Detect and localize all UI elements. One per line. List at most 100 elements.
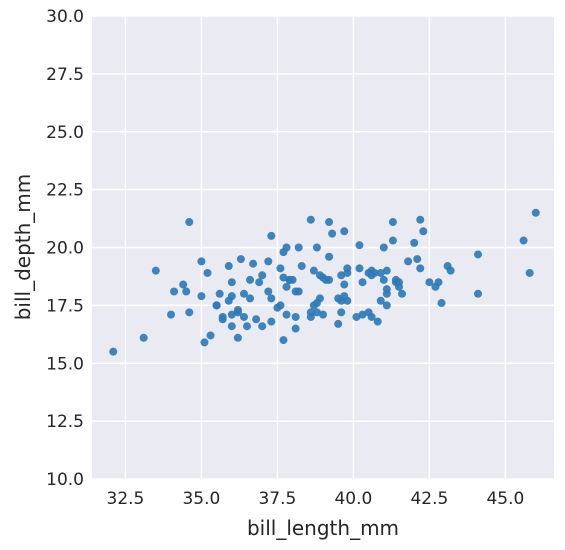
data-point xyxy=(340,227,349,236)
data-point xyxy=(410,238,419,247)
data-point xyxy=(206,331,215,340)
data-point xyxy=(258,271,267,280)
data-point xyxy=(249,259,258,268)
data-point xyxy=(212,301,221,310)
data-point xyxy=(276,264,285,273)
data-point xyxy=(315,294,324,303)
data-point xyxy=(227,278,236,287)
data-point xyxy=(267,294,276,303)
data-points xyxy=(109,208,540,356)
y-tick-label: 30.0 xyxy=(46,7,84,27)
data-point xyxy=(413,255,422,264)
data-point xyxy=(239,289,248,298)
data-point xyxy=(373,317,382,326)
data-point xyxy=(404,257,413,266)
data-point xyxy=(294,243,303,252)
data-point xyxy=(139,333,148,342)
data-point xyxy=(239,312,248,321)
data-point xyxy=(185,218,194,227)
data-point xyxy=(288,275,297,284)
data-point xyxy=(306,215,315,224)
data-point xyxy=(376,296,385,305)
y-tick-labels: 10.0 12.5 15.0 17.5 20.0 22.5 25.0 27.5 30.0 xyxy=(46,7,84,490)
data-point xyxy=(182,287,191,296)
data-point xyxy=(370,268,379,277)
data-point xyxy=(170,287,179,296)
data-point xyxy=(200,338,209,347)
data-point xyxy=(379,275,388,284)
data-point xyxy=(325,218,334,227)
y-axis-title: bill_depth_mm xyxy=(11,174,35,321)
y-tick-label: 25.0 xyxy=(46,123,84,143)
data-point xyxy=(367,312,376,321)
y-tick-label: 17.5 xyxy=(46,296,84,316)
y-tick-label: 12.5 xyxy=(46,412,84,432)
data-point xyxy=(325,252,334,261)
data-point xyxy=(382,266,391,275)
y-tick-label: 20.0 xyxy=(46,239,84,259)
data-point xyxy=(167,310,176,319)
data-point xyxy=(352,312,361,321)
data-point xyxy=(291,312,300,321)
data-point xyxy=(233,333,242,342)
data-point xyxy=(312,243,321,252)
data-point xyxy=(340,280,349,289)
data-point xyxy=(519,236,528,245)
data-point xyxy=(282,282,291,291)
data-point xyxy=(419,227,428,236)
data-point xyxy=(276,301,285,310)
data-point xyxy=(334,319,343,328)
data-point xyxy=(328,229,337,238)
data-point xyxy=(227,310,236,319)
data-point xyxy=(416,215,425,224)
data-point xyxy=(197,292,206,301)
x-tick-label: 32.5 xyxy=(107,489,145,509)
data-point xyxy=(264,287,273,296)
data-point xyxy=(425,278,434,287)
x-tick-label: 35.0 xyxy=(182,489,220,509)
data-point xyxy=(394,278,403,287)
data-point xyxy=(215,289,224,298)
data-point xyxy=(151,266,160,275)
x-tick-label: 40.0 xyxy=(334,489,372,509)
data-point xyxy=(531,208,540,217)
y-tick-label: 22.5 xyxy=(46,181,84,201)
data-point xyxy=(337,308,346,317)
data-point xyxy=(279,273,288,282)
data-point xyxy=(197,257,206,266)
data-point xyxy=(355,264,364,273)
data-point xyxy=(282,310,291,319)
data-point xyxy=(309,266,318,275)
data-point xyxy=(203,268,212,277)
x-tick-labels: 32.5 35.0 37.5 40.0 42.5 45.0 xyxy=(107,489,525,509)
x-tick-label: 42.5 xyxy=(410,489,448,509)
data-point xyxy=(388,236,397,245)
data-point xyxy=(379,243,388,252)
data-point xyxy=(446,266,455,275)
data-point xyxy=(437,299,446,308)
data-point xyxy=(267,317,276,326)
data-point xyxy=(319,310,327,319)
data-point xyxy=(474,289,483,298)
data-point xyxy=(218,315,227,324)
data-point xyxy=(109,347,118,356)
data-point xyxy=(337,271,346,280)
data-point xyxy=(358,278,367,287)
data-point xyxy=(264,257,273,266)
data-point xyxy=(246,275,255,284)
x-tick-label: 45.0 xyxy=(486,489,524,509)
data-point xyxy=(224,262,233,271)
data-point xyxy=(258,322,267,331)
data-point xyxy=(434,278,443,287)
data-point xyxy=(227,322,236,331)
data-point xyxy=(297,262,306,271)
data-point xyxy=(294,287,303,296)
data-point xyxy=(525,268,534,277)
data-point xyxy=(382,301,391,310)
y-tick-label: 10.0 xyxy=(46,470,84,490)
data-point xyxy=(179,280,188,289)
x-tick-label: 37.5 xyxy=(258,489,296,509)
data-point xyxy=(343,296,352,305)
data-point xyxy=(376,268,385,277)
